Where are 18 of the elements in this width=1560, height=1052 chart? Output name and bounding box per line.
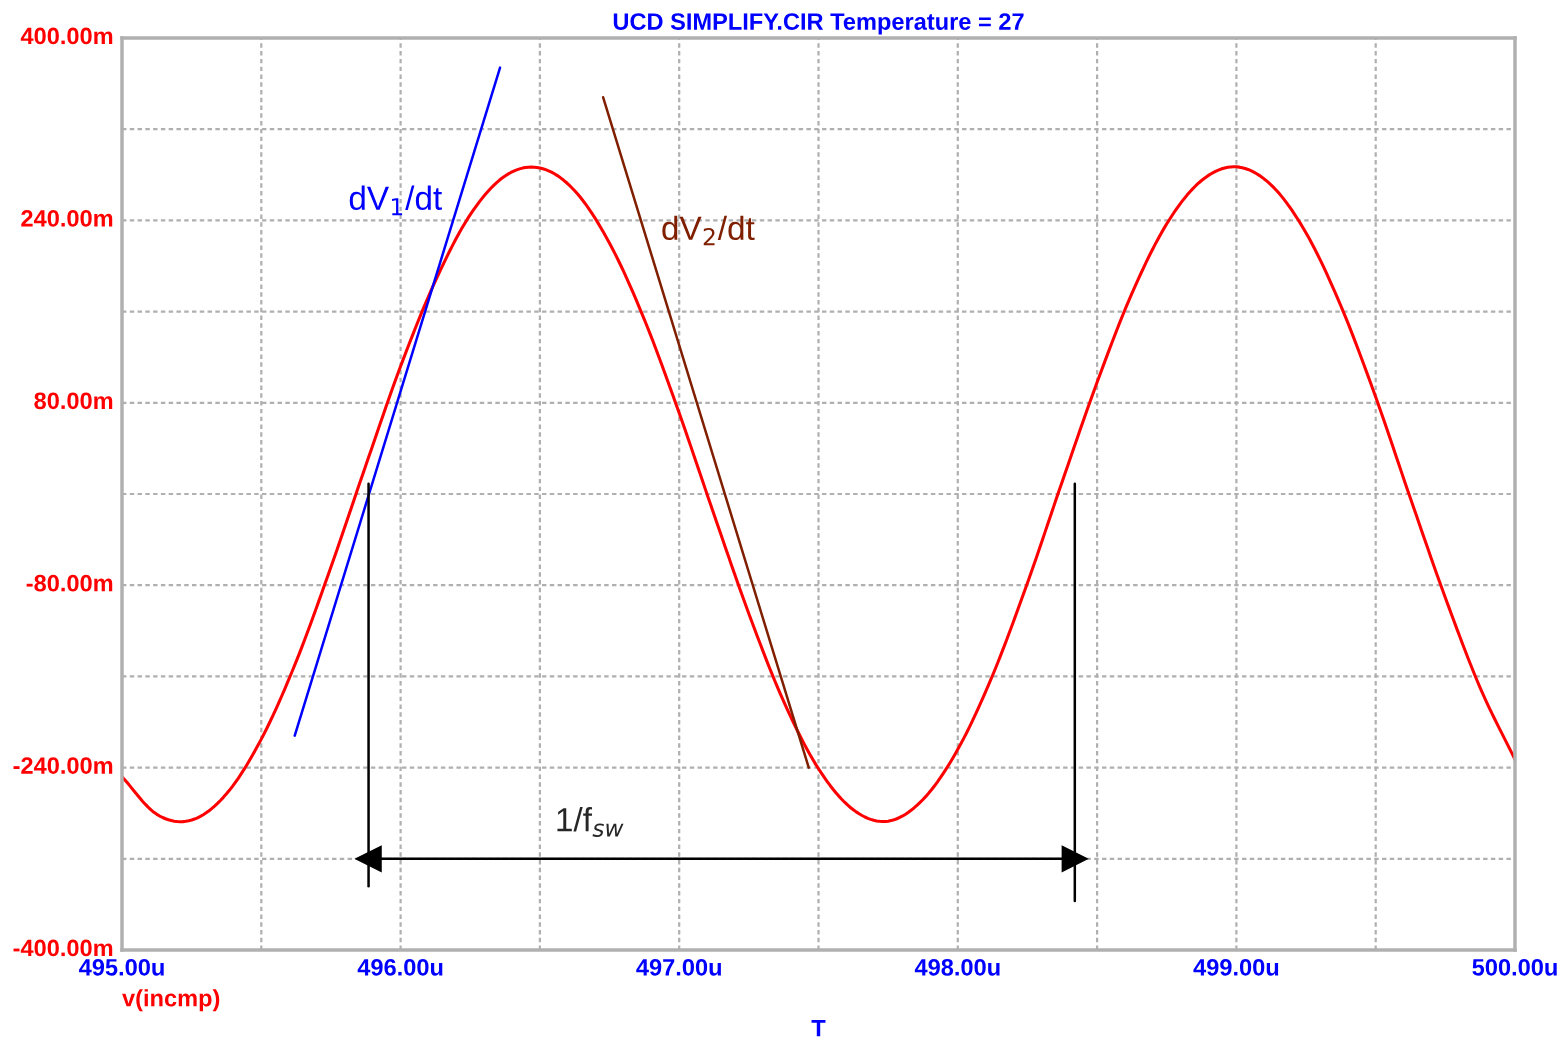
x-axis-title: T (811, 1020, 826, 1037)
y-tick-label: -400.00m (13, 939, 113, 957)
series-label: dV$_{1}$/dt (349, 185, 442, 216)
y-tick-label: -240.00m (13, 757, 113, 774)
y-tick-label: -80.00m (26, 574, 113, 592)
annotation: 1/f$_{sw}$ (557, 806, 624, 837)
y-tick-label: 240.00m (21, 210, 113, 227)
series-label: dV$_{2}$/dt (662, 215, 755, 246)
chart-title: UCD SIMPLIFY.CIR Temperature = 27 (613, 13, 1024, 35)
x-tick-label: 495.00u (79, 958, 164, 976)
x-tick-label: 499.00u (1193, 958, 1279, 976)
y-tick-label: 80.00m (34, 392, 113, 410)
text: v(incmp) (122, 989, 220, 1012)
x-tick-label: 496.00u (357, 958, 443, 976)
x-tick-label: 497.00u (636, 958, 721, 976)
y-tick-label: 400.00m (20, 27, 113, 45)
x-tick-label: 500.00u (1472, 958, 1557, 976)
x-tick-label: 498.00u (914, 958, 1000, 976)
